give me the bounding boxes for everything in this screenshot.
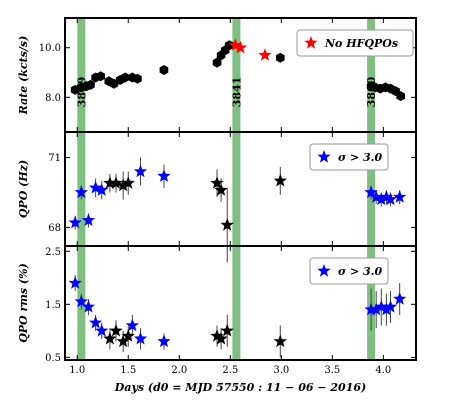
data-point: [273, 173, 287, 187]
observation-label: 3819: [75, 77, 88, 108]
data-point: [369, 302, 383, 316]
x-tick-label: 2.0: [171, 365, 187, 376]
y-tick-label: 2.5: [45, 247, 61, 258]
data-point: [364, 302, 378, 316]
x-tick-label: 1.5: [120, 365, 136, 376]
data-point: [74, 294, 88, 308]
data-point: [383, 300, 398, 313]
legend-label: No HFQPOs: [324, 37, 398, 50]
data-point: [374, 192, 388, 206]
data-point: [121, 329, 135, 342]
y-tick-label: 68: [48, 223, 61, 234]
data-point: [103, 331, 117, 345]
data-point: [68, 276, 82, 289]
data-point: [276, 52, 285, 63]
x-axis-label: Days (d0 = MJD 57550 : 11 − 06 − 2016): [114, 381, 366, 394]
data-point: [120, 72, 130, 83]
x-tick-label: 1.0: [69, 365, 85, 376]
observation-band: [232, 18, 241, 132]
legend-box: [309, 143, 389, 171]
data-point: [393, 292, 407, 305]
data-point: [210, 176, 224, 189]
data-point: [210, 329, 224, 342]
data-point: [89, 180, 103, 194]
data-point: [116, 178, 130, 192]
observation-band: [232, 246, 241, 360]
data-point: [95, 323, 109, 337]
y-axis-label: QPO (Hz): [17, 160, 30, 218]
data-point: [396, 91, 405, 102]
y-tick-label: 0.5: [45, 353, 61, 364]
data-point: [133, 164, 148, 178]
data-point: [121, 176, 135, 189]
observation-label: 3860: [365, 76, 378, 107]
data-point: [81, 300, 96, 313]
data-point: [364, 185, 378, 199]
legend-label: σ > 3.0: [338, 265, 382, 278]
data-point: [125, 318, 139, 332]
x-tick-label: 3.0: [273, 365, 289, 376]
y-tick-label: 1.5: [45, 300, 61, 311]
x-tick-label: 4.0: [375, 365, 391, 376]
observation-band: [77, 18, 86, 132]
data-point: [96, 71, 105, 82]
data-point: [220, 218, 234, 231]
data-point: [116, 334, 130, 348]
data-point: [74, 185, 88, 199]
data-point: [212, 57, 222, 68]
data-point: [68, 215, 82, 229]
data-point: [379, 302, 394, 316]
y-tick-label: 8.0: [45, 93, 61, 104]
data-point: [133, 331, 148, 345]
panel-frame: [64, 245, 417, 361]
data-point: [81, 213, 96, 227]
data-point: [379, 190, 394, 203]
x-tick-label: 3.5: [324, 365, 340, 376]
data-point: [258, 48, 272, 61]
data-point: [157, 169, 171, 182]
legend-box: [309, 257, 389, 285]
data-point: [95, 183, 109, 196]
data-point: [103, 176, 117, 189]
data-point: [214, 183, 228, 196]
y-tick-label: 71: [48, 153, 61, 164]
data-point: [159, 65, 169, 75]
y-axis-label: Rate (kcts/s): [17, 36, 30, 116]
legend-marker: [317, 264, 331, 277]
legend-marker: [304, 36, 318, 49]
observation-band: [232, 132, 241, 246]
data-point: [220, 323, 234, 337]
legend-label: σ > 3.0: [338, 151, 382, 164]
data-point: [109, 176, 123, 189]
data-point: [393, 190, 407, 203]
data-point: [374, 300, 388, 313]
data-point: [369, 190, 383, 203]
observation-band: [367, 18, 376, 132]
data-point: [273, 334, 287, 348]
data-point: [383, 192, 398, 206]
legend-marker: [317, 150, 331, 163]
data-point: [157, 334, 171, 348]
observation-label: 3841: [230, 77, 243, 108]
x-tick-label: 2.5: [222, 365, 238, 376]
data-point: [224, 40, 234, 51]
data-point: [228, 38, 243, 51]
data-point: [133, 73, 142, 84]
data-point: [109, 323, 123, 337]
y-tick-label: 10.0: [39, 43, 61, 54]
data-point: [214, 331, 228, 345]
legend-box: [296, 29, 414, 57]
data-point: [86, 79, 95, 90]
data-point: [89, 315, 103, 329]
y-axis-label: QPO rms (%): [17, 263, 30, 343]
data-point: [233, 40, 248, 54]
